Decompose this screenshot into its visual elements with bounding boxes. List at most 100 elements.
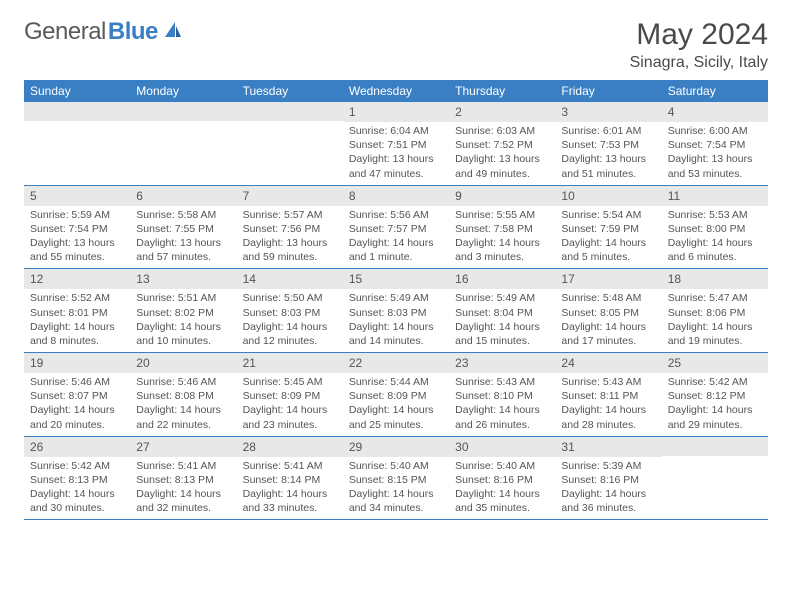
daylight-text: Daylight: 13 hours and 49 minutes. xyxy=(455,152,549,180)
day-detail: Sunrise: 5:43 AMSunset: 8:10 PMDaylight:… xyxy=(449,373,555,436)
weekday-header: Saturday xyxy=(662,80,768,102)
daylight-text: Daylight: 14 hours and 30 minutes. xyxy=(30,487,124,515)
sunset-text: Sunset: 8:16 PM xyxy=(455,473,549,487)
day-cell xyxy=(237,102,343,185)
day-detail: Sunrise: 5:49 AMSunset: 8:04 PMDaylight:… xyxy=(449,289,555,352)
day-number: 10 xyxy=(555,186,661,206)
sunrise-text: Sunrise: 5:42 AM xyxy=(30,459,124,473)
page-header: GeneralBlue May 2024 Sinagra, Sicily, It… xyxy=(24,18,768,72)
weekday-header-row: Sunday Monday Tuesday Wednesday Thursday… xyxy=(24,80,768,102)
daylight-text: Daylight: 14 hours and 22 minutes. xyxy=(136,403,230,431)
day-number: 4 xyxy=(662,102,768,122)
day-cell: 15Sunrise: 5:49 AMSunset: 8:03 PMDayligh… xyxy=(343,269,449,352)
weeks-container: 1Sunrise: 6:04 AMSunset: 7:51 PMDaylight… xyxy=(24,102,768,520)
day-cell: 10Sunrise: 5:54 AMSunset: 7:59 PMDayligh… xyxy=(555,186,661,269)
daylight-text: Daylight: 13 hours and 55 minutes. xyxy=(30,236,124,264)
day-cell: 23Sunrise: 5:43 AMSunset: 8:10 PMDayligh… xyxy=(449,353,555,436)
day-number: 27 xyxy=(130,437,236,457)
day-number: 25 xyxy=(662,353,768,373)
day-detail: Sunrise: 6:01 AMSunset: 7:53 PMDaylight:… xyxy=(555,122,661,185)
day-number: 5 xyxy=(24,186,130,206)
day-number: 9 xyxy=(449,186,555,206)
day-detail: Sunrise: 5:52 AMSunset: 8:01 PMDaylight:… xyxy=(24,289,130,352)
day-detail: Sunrise: 5:43 AMSunset: 8:11 PMDaylight:… xyxy=(555,373,661,436)
day-number: 14 xyxy=(237,269,343,289)
day-number: 18 xyxy=(662,269,768,289)
sail-icon xyxy=(163,20,183,45)
sunrise-text: Sunrise: 5:42 AM xyxy=(668,375,762,389)
daylight-text: Daylight: 14 hours and 19 minutes. xyxy=(668,320,762,348)
day-number: 16 xyxy=(449,269,555,289)
sunrise-text: Sunrise: 5:41 AM xyxy=(136,459,230,473)
daylight-text: Daylight: 14 hours and 14 minutes. xyxy=(349,320,443,348)
location-label: Sinagra, Sicily, Italy xyxy=(630,54,768,72)
brand-part2: Blue xyxy=(108,18,158,46)
day-number: 1 xyxy=(343,102,449,122)
day-cell xyxy=(130,102,236,185)
day-detail: Sunrise: 5:41 AMSunset: 8:14 PMDaylight:… xyxy=(237,457,343,520)
weekday-header: Sunday xyxy=(24,80,130,102)
day-detail: Sunrise: 5:51 AMSunset: 8:02 PMDaylight:… xyxy=(130,289,236,352)
sunrise-text: Sunrise: 5:51 AM xyxy=(136,291,230,305)
sunset-text: Sunset: 7:52 PM xyxy=(455,138,549,152)
daylight-text: Daylight: 14 hours and 26 minutes. xyxy=(455,403,549,431)
day-cell: 14Sunrise: 5:50 AMSunset: 8:03 PMDayligh… xyxy=(237,269,343,352)
day-detail: Sunrise: 5:53 AMSunset: 8:00 PMDaylight:… xyxy=(662,206,768,269)
sunrise-text: Sunrise: 5:40 AM xyxy=(455,459,549,473)
sunrise-text: Sunrise: 5:49 AM xyxy=(349,291,443,305)
daylight-text: Daylight: 14 hours and 20 minutes. xyxy=(30,403,124,431)
brand-part1: General xyxy=(24,18,106,46)
sunset-text: Sunset: 8:00 PM xyxy=(668,222,762,236)
sunset-text: Sunset: 8:15 PM xyxy=(349,473,443,487)
weekday-header: Monday xyxy=(130,80,236,102)
daylight-text: Daylight: 14 hours and 1 minute. xyxy=(349,236,443,264)
day-cell: 3Sunrise: 6:01 AMSunset: 7:53 PMDaylight… xyxy=(555,102,661,185)
sunset-text: Sunset: 7:56 PM xyxy=(243,222,337,236)
daylight-text: Daylight: 14 hours and 28 minutes. xyxy=(561,403,655,431)
day-detail: Sunrise: 5:42 AMSunset: 8:13 PMDaylight:… xyxy=(24,457,130,520)
week-row: 26Sunrise: 5:42 AMSunset: 8:13 PMDayligh… xyxy=(24,437,768,521)
day-number: 13 xyxy=(130,269,236,289)
day-number: 15 xyxy=(343,269,449,289)
day-detail: Sunrise: 5:58 AMSunset: 7:55 PMDaylight:… xyxy=(130,206,236,269)
sunrise-text: Sunrise: 5:58 AM xyxy=(136,208,230,222)
day-number: 20 xyxy=(130,353,236,373)
day-number: 17 xyxy=(555,269,661,289)
day-number: 6 xyxy=(130,186,236,206)
month-title: May 2024 xyxy=(630,18,768,52)
day-number: 24 xyxy=(555,353,661,373)
daylight-text: Daylight: 14 hours and 12 minutes. xyxy=(243,320,337,348)
day-cell: 22Sunrise: 5:44 AMSunset: 8:09 PMDayligh… xyxy=(343,353,449,436)
sunrise-text: Sunrise: 5:52 AM xyxy=(30,291,124,305)
daylight-text: Daylight: 14 hours and 10 minutes. xyxy=(136,320,230,348)
day-number xyxy=(662,437,768,456)
day-cell: 29Sunrise: 5:40 AMSunset: 8:15 PMDayligh… xyxy=(343,437,449,520)
day-cell: 27Sunrise: 5:41 AMSunset: 8:13 PMDayligh… xyxy=(130,437,236,520)
sunrise-text: Sunrise: 5:39 AM xyxy=(561,459,655,473)
day-number: 28 xyxy=(237,437,343,457)
sunrise-text: Sunrise: 5:40 AM xyxy=(349,459,443,473)
sunrise-text: Sunrise: 5:44 AM xyxy=(349,375,443,389)
day-detail: Sunrise: 6:00 AMSunset: 7:54 PMDaylight:… xyxy=(662,122,768,185)
brand-logo: GeneralBlue xyxy=(24,18,183,46)
day-detail: Sunrise: 5:41 AMSunset: 8:13 PMDaylight:… xyxy=(130,457,236,520)
week-row: 19Sunrise: 5:46 AMSunset: 8:07 PMDayligh… xyxy=(24,353,768,437)
sunset-text: Sunset: 7:51 PM xyxy=(349,138,443,152)
sunrise-text: Sunrise: 5:56 AM xyxy=(349,208,443,222)
day-cell: 16Sunrise: 5:49 AMSunset: 8:04 PMDayligh… xyxy=(449,269,555,352)
day-detail: Sunrise: 5:45 AMSunset: 8:09 PMDaylight:… xyxy=(237,373,343,436)
day-number: 30 xyxy=(449,437,555,457)
sunrise-text: Sunrise: 5:53 AM xyxy=(668,208,762,222)
daylight-text: Daylight: 14 hours and 32 minutes. xyxy=(136,487,230,515)
day-detail: Sunrise: 5:39 AMSunset: 8:16 PMDaylight:… xyxy=(555,457,661,520)
weekday-header: Wednesday xyxy=(343,80,449,102)
day-detail: Sunrise: 5:50 AMSunset: 8:03 PMDaylight:… xyxy=(237,289,343,352)
daylight-text: Daylight: 14 hours and 5 minutes. xyxy=(561,236,655,264)
day-detail: Sunrise: 5:55 AMSunset: 7:58 PMDaylight:… xyxy=(449,206,555,269)
sunset-text: Sunset: 7:55 PM xyxy=(136,222,230,236)
day-detail: Sunrise: 5:59 AMSunset: 7:54 PMDaylight:… xyxy=(24,206,130,269)
sunset-text: Sunset: 8:14 PM xyxy=(243,473,337,487)
week-row: 5Sunrise: 5:59 AMSunset: 7:54 PMDaylight… xyxy=(24,186,768,270)
day-cell: 7Sunrise: 5:57 AMSunset: 7:56 PMDaylight… xyxy=(237,186,343,269)
daylight-text: Daylight: 13 hours and 47 minutes. xyxy=(349,152,443,180)
